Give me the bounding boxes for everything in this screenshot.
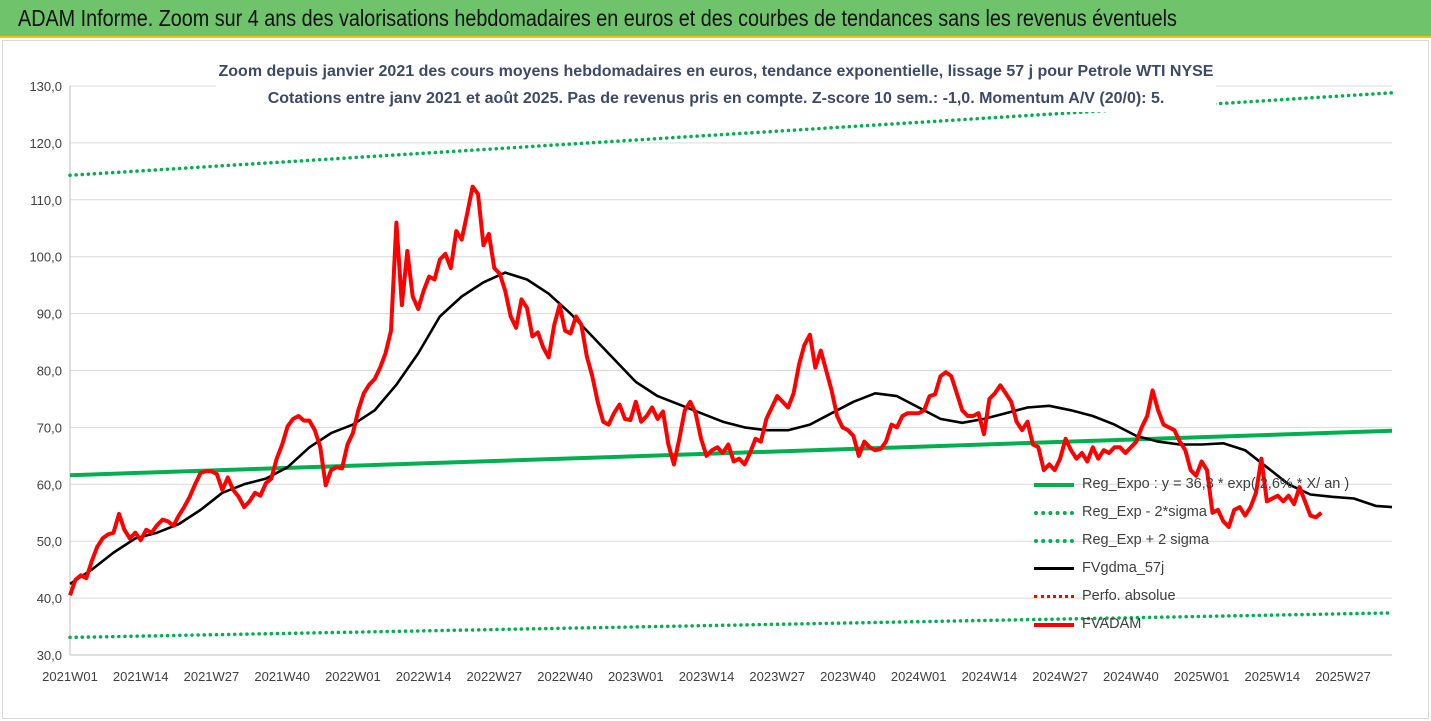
x-tick-label: 2022W40: [537, 669, 593, 684]
x-tick-label: 2023W27: [749, 669, 805, 684]
y-tick-label: 50,0: [37, 534, 62, 549]
chart-title: Zoom depuis janvier 2021 des cours moyen…: [216, 58, 1216, 112]
legend-label-perfo: Perfo. absolue: [1082, 588, 1176, 604]
y-tick-label: 90,0: [37, 307, 62, 322]
series-gdma-line: [69, 271, 1393, 585]
chart-legend: Reg_Expo : y = 36,3 * exp( 2,6% * X/ an …: [1034, 470, 1349, 638]
title-banner: ADAM Informe. Zoom sur 4 ans des valoris…: [0, 0, 1431, 38]
legend-label-reg: Reg_Expo : y = 36,3 * exp( 2,6% * X/ an …: [1082, 476, 1350, 492]
x-axis-ticks: 2021W01 2021W14 2021W27 2021W40 2022W01 2022W…: [42, 669, 1371, 684]
legend-swatch-adam: [1034, 623, 1074, 627]
y-tick-label: 130,0: [29, 79, 62, 94]
chart-title-line-1: Zoom depuis janvier 2021 des cours moyen…: [218, 63, 1214, 80]
legend-swatch-low: [1034, 511, 1074, 515]
legend-label-adam: FVADAM: [1082, 616, 1142, 632]
x-tick-label: 2024W27: [1032, 669, 1088, 684]
legend-item-gdma: FVgdma_57j: [1034, 554, 1334, 582]
y-tick-label: 100,0: [29, 250, 62, 265]
x-tick-label: 2021W27: [184, 669, 240, 684]
legend-swatch-perfo: [1034, 595, 1074, 598]
x-tick-label: 2023W14: [679, 669, 735, 684]
series-low-line: [68, 611, 1394, 640]
x-tick-label: 2021W01: [42, 669, 98, 684]
legend-swatch-high: [1034, 539, 1074, 543]
series-adam-line: [68, 184, 1323, 596]
y-tick-label: 30,0: [37, 648, 62, 663]
chart-frame: [2, 40, 1429, 719]
legend-label-low: Reg_Exp - 2*sigma: [1082, 504, 1207, 520]
legend-label-gdma: FVgdma_57j: [1082, 560, 1165, 576]
legend-swatch-reg: [1034, 483, 1074, 487]
y-tick-label: 110,0: [30, 193, 62, 208]
legend-item-low: Reg_Exp - 2*sigma: [1034, 498, 1334, 526]
x-tick-label: 2022W27: [467, 669, 523, 684]
legend-item-adam: FVADAM: [1034, 610, 1334, 638]
x-tick-label: 2022W01: [325, 669, 381, 684]
chart-title-line-2: Cotations entre janv 2021 et août 2025. …: [267, 90, 1165, 107]
y-tick-label: 40,0: [37, 591, 62, 606]
grid-lines: [69, 85, 1392, 656]
legend-item-high: Reg_Exp + 2 sigma: [1034, 526, 1334, 554]
y-tick-label: 70,0: [37, 420, 62, 435]
y-axis-ticks: 30,0 40,0 50,0 60,0 70,0 80,0 90,0 100,0 110,0 12…: [29, 79, 62, 663]
y-tick-label: 80,0: [37, 364, 62, 379]
x-tick-label: 2023W01: [608, 669, 664, 684]
x-tick-label: 2023W40: [820, 669, 876, 684]
x-tick-label: 2022W14: [396, 669, 452, 684]
y-tick-label: 60,0: [37, 477, 62, 492]
banner-title: ADAM Informe. Zoom sur 4 ans des valoris…: [18, 5, 1177, 31]
legend-item-perfo: Perfo. absolue: [1034, 582, 1334, 610]
x-tick-label: 2025W27: [1315, 669, 1371, 684]
x-tick-label: 2025W14: [1244, 669, 1300, 684]
legend-swatch-gdma: [1034, 567, 1074, 570]
legend-item-reg: Reg_Expo : y = 36,3 * exp( 2,6% * X/ an …: [1034, 470, 1349, 498]
x-tick-label: 2021W14: [113, 669, 169, 684]
x-tick-label: 2024W01: [891, 669, 947, 684]
x-tick-label: 2024W40: [1103, 669, 1159, 684]
legend-label-high: Reg_Exp + 2 sigma: [1082, 532, 1209, 548]
x-tick-label: 2025W01: [1174, 669, 1230, 684]
x-tick-label: 2021W40: [254, 669, 310, 684]
x-tick-label: 2024W14: [962, 669, 1018, 684]
y-tick-label: 120,0: [29, 136, 62, 151]
